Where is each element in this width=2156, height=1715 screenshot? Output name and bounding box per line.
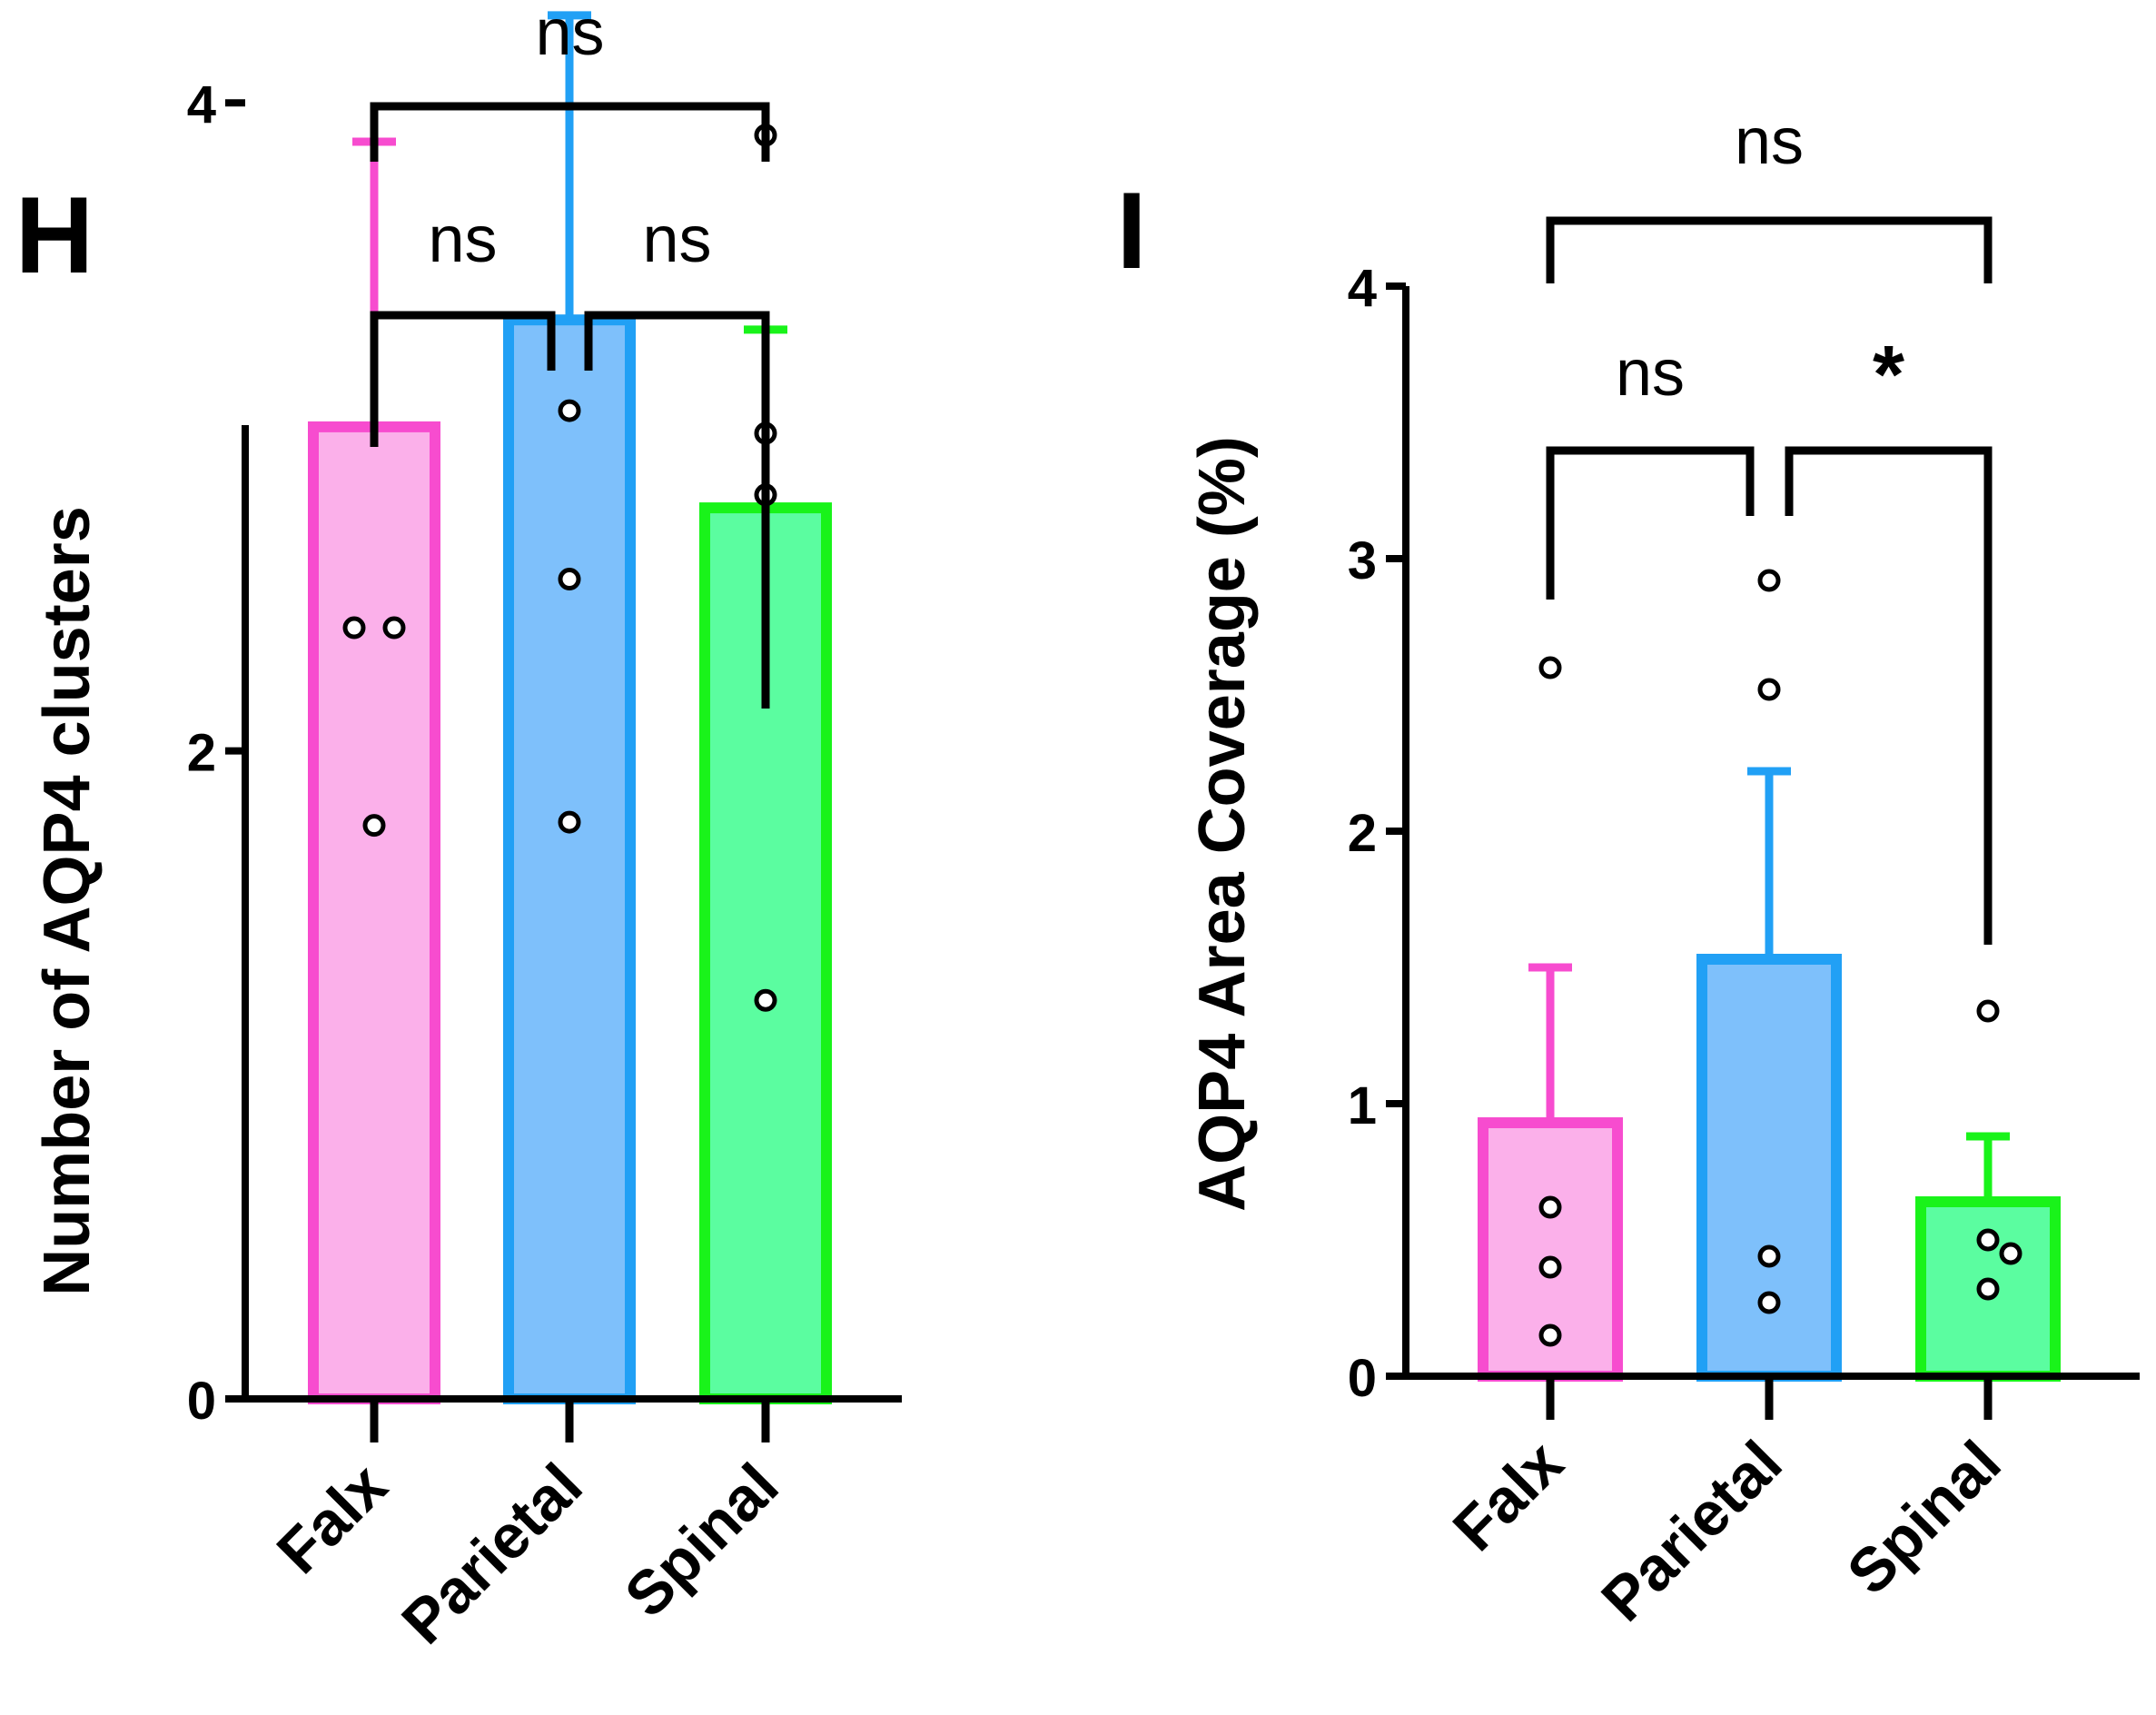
panel-letter-i: I bbox=[1116, 170, 1146, 292]
data-point-falx bbox=[342, 616, 366, 639]
y-tick-label: 4 bbox=[187, 75, 216, 134]
significance-bracket bbox=[1785, 446, 1993, 945]
significance-label: ns bbox=[535, 0, 604, 69]
data-point-falx bbox=[1538, 656, 1562, 679]
data-point-parietal bbox=[1757, 1244, 1781, 1268]
data-point-spinal bbox=[754, 988, 777, 1012]
significance-label: ns bbox=[1735, 105, 1804, 178]
y-tick-label: 2 bbox=[187, 724, 216, 783]
significance-bracket bbox=[584, 311, 770, 709]
x-tick-label-parietal: Parietal bbox=[1588, 1428, 1795, 1634]
significance-label: ns bbox=[1616, 337, 1685, 410]
y-tick-label: 0 bbox=[187, 1372, 216, 1431]
bar-parietal bbox=[503, 314, 636, 1405]
data-point-parietal bbox=[558, 568, 581, 591]
data-point-falx bbox=[1538, 1323, 1562, 1347]
x-tick-label-falx: Falx bbox=[264, 1451, 401, 1587]
significance-label: * bbox=[1873, 330, 1904, 421]
significance-label: ns bbox=[428, 203, 497, 276]
y-axis-label-i: AQP4 Area Coverage (%) bbox=[1186, 436, 1259, 1212]
data-point-spinal bbox=[1999, 1242, 2022, 1265]
y-tick-label: 2 bbox=[1348, 804, 1377, 863]
plot-area-h: 0246FalxParietalSpinalnsnsns bbox=[187, 0, 902, 1657]
data-point-parietal bbox=[1757, 678, 1781, 701]
y-tick-label: 3 bbox=[1348, 531, 1377, 590]
significance-bracket bbox=[370, 102, 770, 162]
y-tick-label: 4 bbox=[1348, 259, 1377, 318]
y-tick-label: 1 bbox=[1348, 1076, 1377, 1135]
data-point-parietal bbox=[1757, 569, 1781, 592]
x-tick-label-spinal: Spinal bbox=[612, 1451, 792, 1631]
y-axis-label-h: Number of AQP4 clusters bbox=[31, 506, 104, 1296]
data-point-spinal bbox=[1976, 999, 2000, 1023]
data-point-falx bbox=[1538, 1255, 1562, 1279]
y-tick-label: 0 bbox=[1348, 1349, 1377, 1408]
data-point-spinal bbox=[1976, 1277, 2000, 1301]
significance-bracket bbox=[1546, 446, 1755, 600]
data-point-falx bbox=[382, 616, 406, 639]
significance-bracket bbox=[370, 311, 556, 447]
data-point-parietal bbox=[558, 399, 581, 422]
plot-area-i: 0 1 2 3 4 Falx Parietal Spinal ns * ns bbox=[1348, 105, 2140, 1634]
data-point-parietal bbox=[558, 810, 581, 834]
panel-letter-h: H bbox=[15, 174, 94, 296]
data-point-falx bbox=[362, 814, 386, 838]
panel-i: I AQP4 Area Coverage (%) 0 1 2 3 4 Falx Pariet… bbox=[1116, 105, 2140, 1634]
data-point-parietal bbox=[1757, 1291, 1781, 1314]
x-tick-label-parietal: Parietal bbox=[389, 1451, 595, 1657]
data-point-falx bbox=[1538, 1195, 1562, 1219]
significance-label: ns bbox=[642, 203, 711, 276]
panel-h: H Number of AQP4 clusters 0246FalxPariet… bbox=[15, 0, 902, 1657]
x-tick-label-spinal: Spinal bbox=[1835, 1428, 2014, 1608]
bar-falx bbox=[308, 421, 440, 1404]
x-tick-label-falx: Falx bbox=[1440, 1428, 1577, 1564]
significance-bracket bbox=[1546, 216, 1993, 283]
data-point-spinal bbox=[1976, 1228, 2000, 1252]
